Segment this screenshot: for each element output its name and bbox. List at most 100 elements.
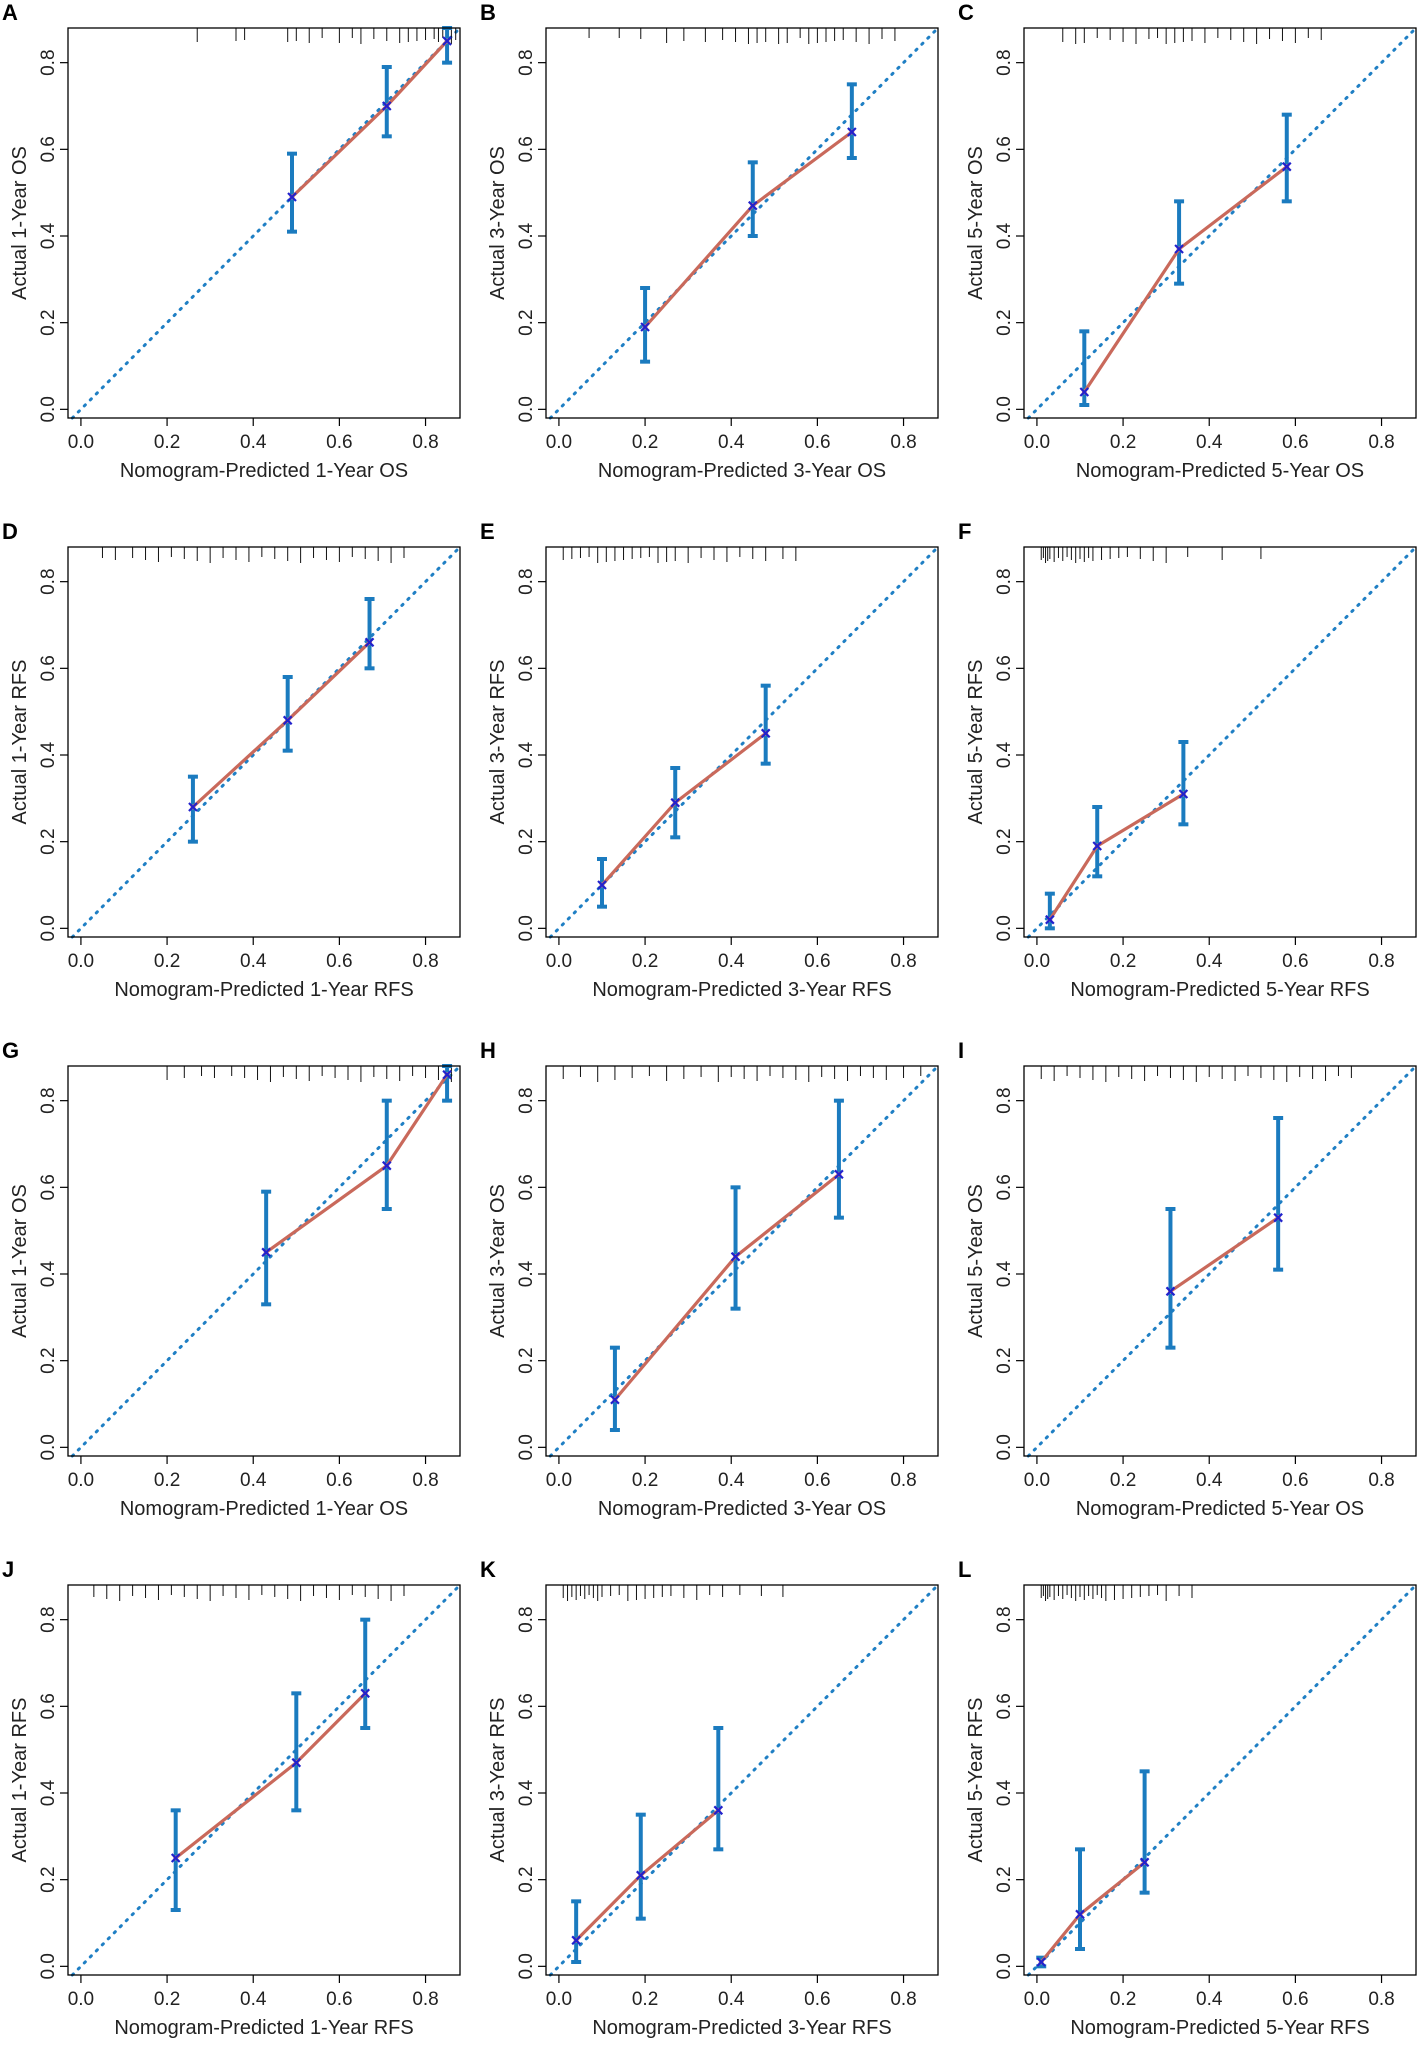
y-tick-label: 0.0 <box>994 1434 1015 1460</box>
calibration-panel-b: B0.0 0.2 0.4 0.6 0.80.00.20.40.60.8Nomogram-… <box>480 0 940 482</box>
x-tick-label: 0.4 <box>240 951 267 972</box>
plot-frame <box>545 546 939 938</box>
y-tick-label: 0.2 <box>38 1866 59 1892</box>
y-tick-label: 0.2 <box>516 1866 537 1892</box>
y-tick-label: 0.8 <box>516 568 537 594</box>
x-tick-label: 0.2 <box>1110 432 1136 453</box>
y-tick-label: 0.6 <box>994 1693 1015 1719</box>
ideal-diagonal-line <box>548 1583 940 1977</box>
x-tick-label: 0.2 <box>632 951 658 972</box>
y-tick-label: 0.2 <box>38 1347 59 1373</box>
x-tick-label: 0.6 <box>804 1989 830 2010</box>
y-axis-label: Actual 1-Year RFS <box>9 660 31 825</box>
x-tick-label: 0.4 <box>718 432 745 453</box>
calibration-line <box>613 1173 840 1401</box>
y-axis-label: Actual 5-Year RFS <box>965 660 987 825</box>
x-tick-label: 0.2 <box>154 432 180 453</box>
x-tick-label: 0.6 <box>326 432 352 453</box>
calibration-panel-g: G0.0 0.2 0.4 0.6 0.80.00.20.40.60.8Nomogram-… <box>2 1038 462 1520</box>
observed-marker <box>1079 387 1090 397</box>
y-tick-label: 0.6 <box>38 655 59 681</box>
calibration-panel-l: L 0.0 0.2 0.4 0.6 0.8 0.0 0.2 0.4 0.6 0.8 Nomogram-… <box>958 1557 1418 2039</box>
y-tick-label: 0.0 <box>994 396 1015 422</box>
y-tick-label: 0.2 <box>38 828 59 854</box>
y-axis-label: Actual 3-Year OS <box>487 146 509 300</box>
ideal-diagonal-line <box>1026 26 1418 420</box>
calibration-line <box>1039 1861 1146 1964</box>
y-tick-label: 0.2 <box>38 309 59 335</box>
x-tick-label: 0.0 <box>1024 432 1050 453</box>
plot-frame <box>545 1065 939 1457</box>
x-tick-label: 0.6 <box>1282 432 1308 453</box>
x-tick-label: 0.4 <box>718 951 745 972</box>
x-tick-label: 0.2 <box>154 1989 180 2010</box>
panel-letter: B <box>480 0 496 25</box>
y-tick-label: 0.4 <box>994 1779 1015 1806</box>
x-tick-label: 0.8 <box>890 432 916 453</box>
panel-letter: C <box>958 0 974 25</box>
calibration-panel-a: A0.0 0.2 0.4 0.6 0.80.00.20.40.60.8Nomogram-… <box>2 0 462 482</box>
panel-letter: K <box>480 1557 496 1582</box>
y-axis-label: Actual 5-Year OS <box>965 146 987 300</box>
calibration-line <box>265 1073 449 1254</box>
y-tick-label: 0.8 <box>516 1087 537 1113</box>
observed-marker <box>730 1251 741 1262</box>
observed-marker <box>571 1935 581 1946</box>
calibration-panel-k: K 0.0 0.2 0.4 0.6 0.8 0.0 0.2 0.4 0.6 0.8 Nomogram-… <box>480 1557 940 2039</box>
panel-letter: F <box>958 519 971 544</box>
observed-marker <box>1075 1909 1085 1920</box>
x-tick-label: 0.0 <box>68 1989 94 2010</box>
y-tick-label: 0.4 <box>516 1779 537 1806</box>
x-tick-label: 0.6 <box>804 1470 830 1491</box>
y-tick-label: 0.4 <box>516 1260 537 1287</box>
x-tick-label: 0.8 <box>412 1470 438 1491</box>
y-tick-label: 0.6 <box>516 1174 537 1200</box>
x-tick-label: 0.2 <box>154 1470 180 1491</box>
observed-marker <box>261 1247 271 1258</box>
calibration-panel-i: I0.0 0.2 0.4 0.6 0.80.00.20.40.60.8Nomogram-… <box>958 1038 1418 1520</box>
x-tick-label: 0.8 <box>1368 951 1394 972</box>
y-tick-label: 0.8 <box>38 568 59 594</box>
x-axis-label: Nomogram-Predicted 5-Year RFS <box>1070 2017 1369 2039</box>
x-axis-label: Nomogram-Predicted 1-Year RFS <box>114 2017 413 2039</box>
y-tick-label: 0.6 <box>994 136 1015 162</box>
observed-marker <box>381 101 392 111</box>
y-tick-label: 0.0 <box>516 915 537 941</box>
x-tick-label: 0.0 <box>546 1470 572 1491</box>
x-tick-label: 0.0 <box>546 951 572 972</box>
x-tick-label: 0.0 <box>546 432 572 453</box>
y-tick-label: 0.2 <box>994 309 1015 335</box>
x-tick-label: 0.8 <box>412 951 438 972</box>
y-tick-label: 0.6 <box>994 655 1015 681</box>
y-axis-label: Actual 5-Year RFS <box>965 1698 987 1863</box>
y-axis-label: Actual 1-Year RFS <box>9 1698 31 1863</box>
x-axis-label: Nomogram-Predicted 1-Year RFS <box>114 979 413 1001</box>
x-tick-label: 0.2 <box>632 1470 658 1491</box>
calibration-line <box>290 39 449 199</box>
observed-marker <box>760 728 771 739</box>
x-tick-label: 0.2 <box>1110 1470 1136 1491</box>
y-tick-label: 0.4 <box>38 741 59 768</box>
observed-marker <box>1273 1212 1283 1223</box>
y-tick-label: 0.4 <box>38 222 59 249</box>
x-tick-label: 0.0 <box>1024 951 1050 972</box>
observed-marker <box>1045 914 1055 925</box>
x-axis-label: Nomogram-Predicted 5-Year OS <box>1076 460 1364 482</box>
plot-frame <box>67 1584 461 1976</box>
observed-marker <box>640 322 650 332</box>
y-tick-label: 0.4 <box>994 1260 1015 1287</box>
x-axis-label: Nomogram-Predicted 3-Year RFS <box>592 979 891 1001</box>
y-tick-label: 0.2 <box>994 1347 1015 1373</box>
x-tick-label: 0.8 <box>412 432 438 453</box>
x-tick-label: 0.0 <box>68 1470 94 1491</box>
observed-marker <box>364 637 375 648</box>
y-tick-label: 0.0 <box>994 1953 1015 1979</box>
y-tick-label: 0.6 <box>994 1174 1015 1200</box>
plot-frame <box>67 546 461 938</box>
y-axis-label: Actual 3-Year RFS <box>487 1698 509 1863</box>
calibration-line <box>191 641 371 809</box>
calibration-line <box>600 732 767 887</box>
x-tick-label: 0.6 <box>326 1470 352 1491</box>
x-tick-label: 0.8 <box>1368 1470 1394 1491</box>
